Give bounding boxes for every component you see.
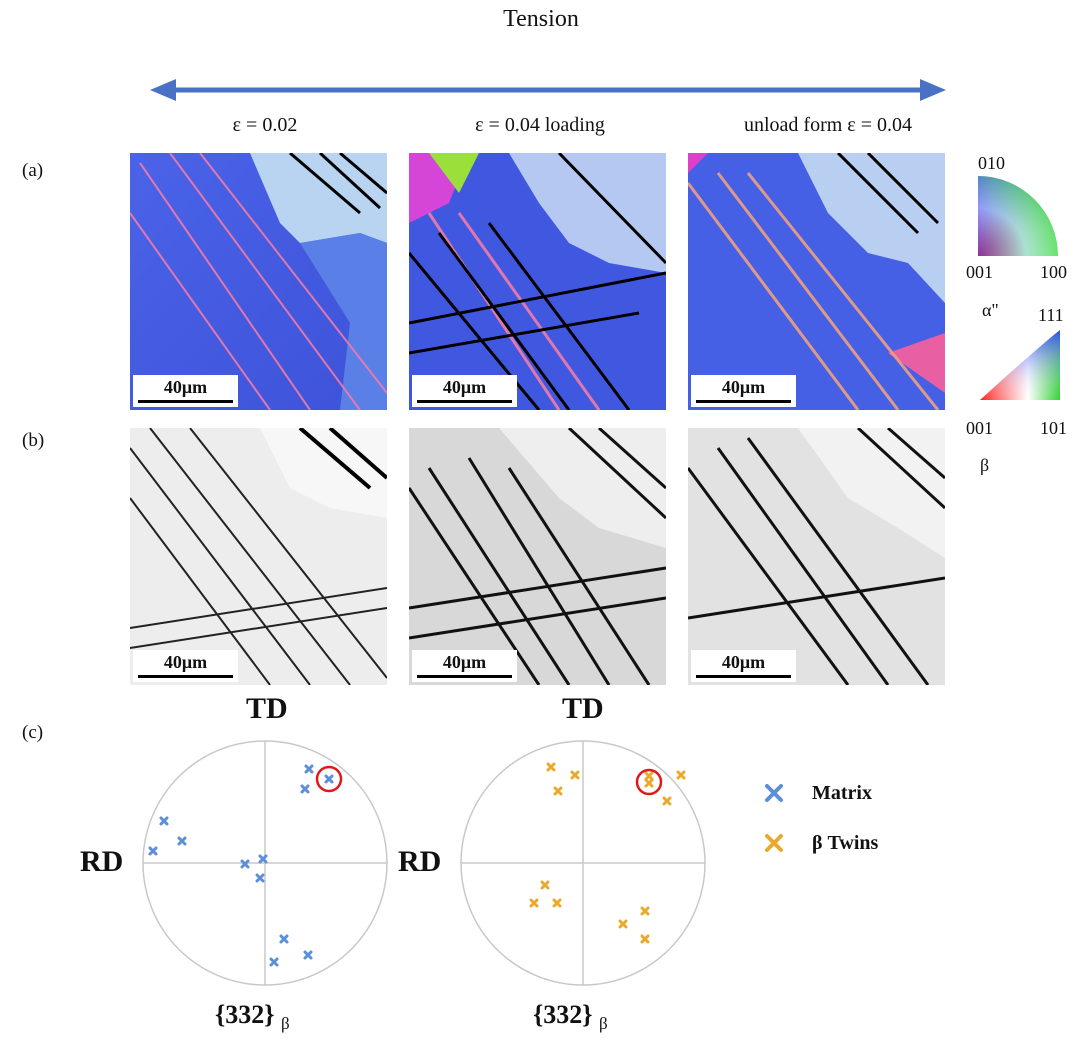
- column-label-2: ε = 0.04 loading: [475, 114, 605, 136]
- grey-map-unload: 40μm: [688, 428, 945, 685]
- ipf-map-strain-004-loading: 40μm: [409, 153, 666, 410]
- scale-bar-label: 40μm: [721, 377, 766, 397]
- plane-subscript: β: [599, 1014, 608, 1034]
- scale-bar: 40μm: [691, 375, 796, 407]
- tension-arrow: [150, 79, 946, 101]
- ipf-key-beta-top: 111: [1038, 305, 1064, 325]
- ipf-key-beta-name: β: [980, 455, 990, 475]
- ipf-key-alpha-left: 001: [966, 262, 993, 282]
- pole-figure-matrix: [142, 740, 388, 986]
- ipf-map-strain-002: 40μm: [130, 153, 387, 410]
- legend-twins-marker: [765, 834, 783, 852]
- scale-bar: 40μm: [691, 650, 796, 682]
- ipf-key-alpha-top: 010: [978, 153, 1005, 173]
- pole-figure-2-td-label: TD: [562, 692, 604, 725]
- scale-bar-label: 40μm: [442, 377, 487, 397]
- pole-figure-2-plane-label: {332} β: [533, 1000, 608, 1034]
- legend-twins-label: β Twins: [812, 832, 879, 854]
- ipf-key-beta-left: 001: [966, 418, 993, 438]
- ipf-key-alpha: [978, 176, 1058, 256]
- ipf-key-beta: [980, 330, 1060, 400]
- scale-bar: 40μm: [412, 375, 517, 407]
- legend-matrix-label: Matrix: [812, 782, 872, 804]
- ipf-key-alpha-name: α": [982, 300, 999, 320]
- pole-figure-twins: [460, 740, 706, 986]
- grey-map-strain-002: 40μm: [130, 428, 387, 685]
- plane-label: {332}: [533, 1000, 593, 1029]
- plane-subscript: β: [281, 1014, 290, 1034]
- pole-figure-2-rd-label: RD: [398, 845, 442, 878]
- scale-bar: 40μm: [133, 650, 238, 682]
- scale-bar: 40μm: [133, 375, 238, 407]
- grey-map-strain-004-loading: 40μm: [409, 428, 666, 685]
- ipf-key-beta-right: 101: [1040, 418, 1067, 438]
- column-label-3: unload form ε = 0.04: [744, 114, 912, 136]
- scale-bar-label: 40μm: [721, 652, 766, 672]
- column-label-1: ε = 0.02: [232, 114, 298, 136]
- plane-label: {332}: [215, 1000, 275, 1029]
- scale-bar-label: 40μm: [163, 652, 208, 672]
- figure-title: Tension: [503, 6, 579, 32]
- scale-bar-label: 40μm: [163, 377, 208, 397]
- legend-matrix-marker: [765, 784, 783, 802]
- ipf-key-alpha-right: 100: [1040, 262, 1067, 282]
- row-label-a: (a): [22, 160, 44, 181]
- pole-figure-1-rd-label: RD: [80, 845, 124, 878]
- row-label-c: (c): [22, 722, 44, 743]
- pole-figure-1-td-label: TD: [246, 692, 288, 725]
- pole-figure-1-plane-label: {332} β: [215, 1000, 290, 1034]
- scale-bar: 40μm: [412, 650, 517, 682]
- row-label-b: (b): [22, 430, 45, 451]
- ipf-map-unload: 40μm: [688, 153, 945, 410]
- scale-bar-label: 40μm: [442, 652, 487, 672]
